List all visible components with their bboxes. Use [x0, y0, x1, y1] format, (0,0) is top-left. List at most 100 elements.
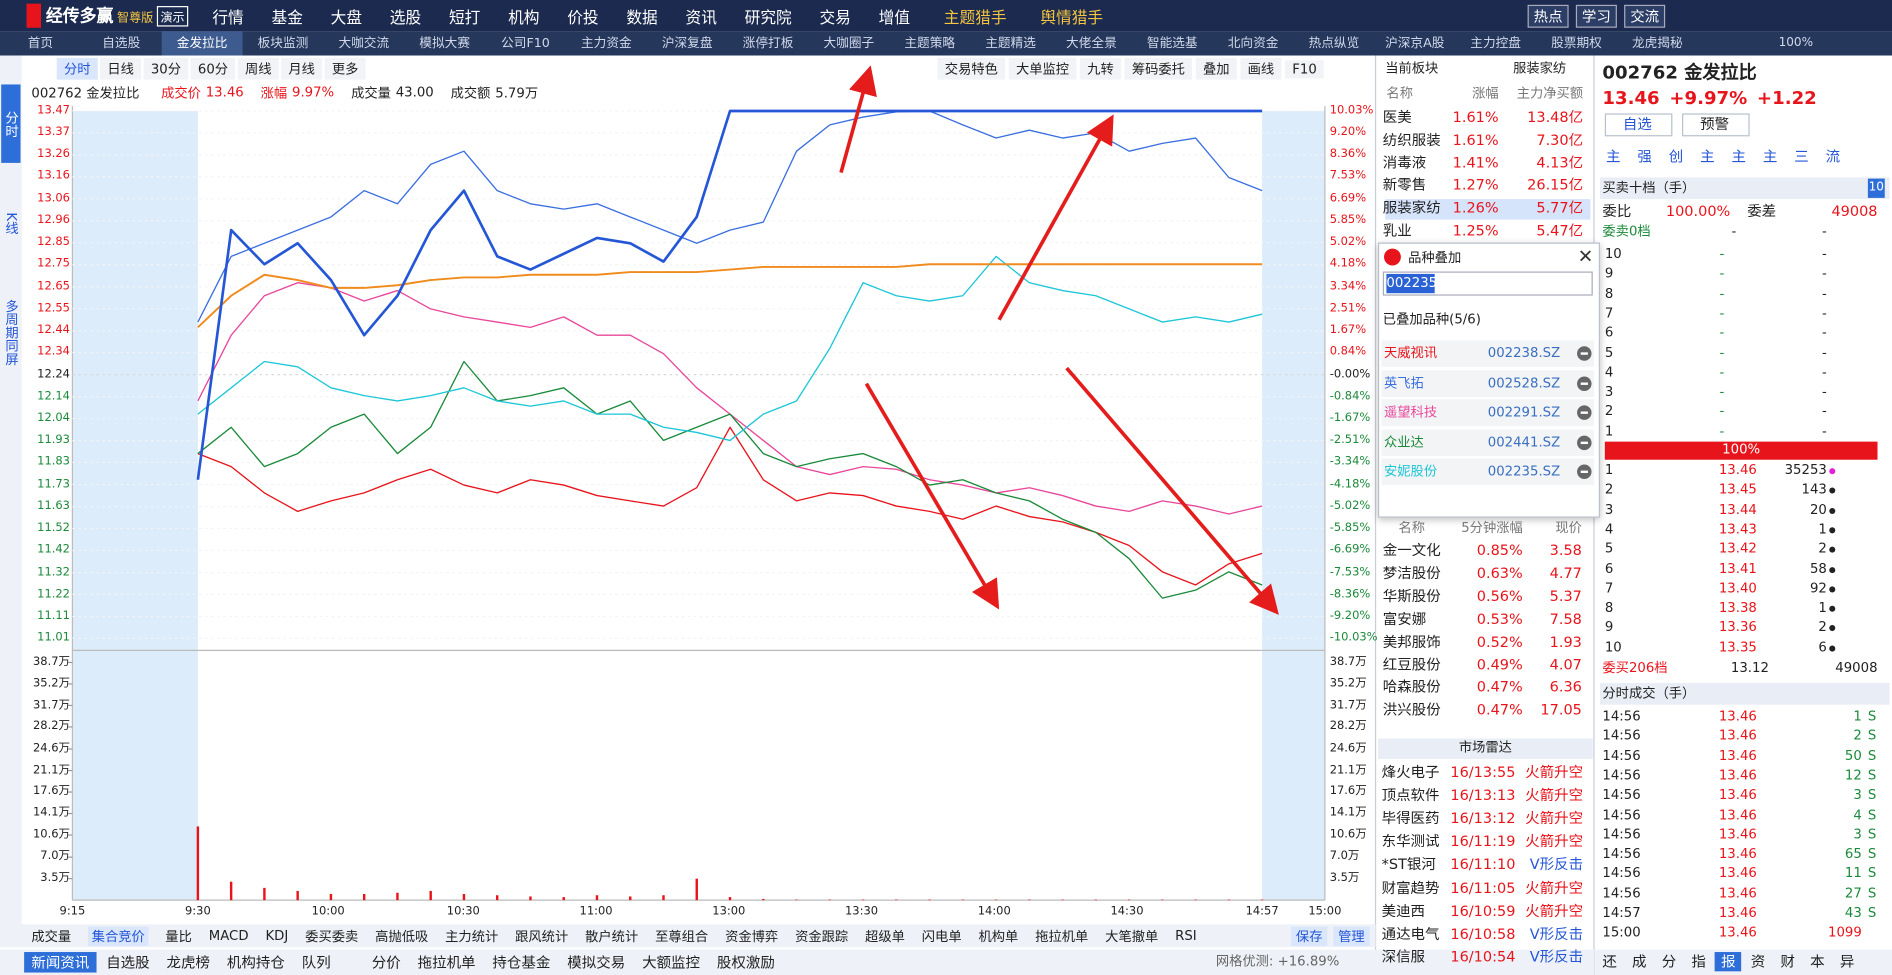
tool-button[interactable]: 画线	[1240, 57, 1282, 80]
tab[interactable]: 沪深复盘	[661, 36, 713, 51]
side-tab[interactable]: 分时	[1, 84, 21, 163]
period-button[interactable]: 日线	[100, 57, 142, 80]
tab[interactable]: 热点纵览	[1308, 36, 1360, 51]
period-button[interactable]: 60分	[190, 57, 236, 80]
menu-item[interactable]: 增值	[878, 9, 911, 28]
right-tab[interactable]: 财	[1780, 953, 1795, 971]
sector-name[interactable]: 医美	[1382, 108, 1412, 126]
legend-name[interactable]: 英飞拓	[1384, 374, 1424, 391]
tab[interactable]: 股票期权	[1551, 36, 1602, 51]
right-tab[interactable]: 分	[1661, 953, 1677, 971]
tag[interactable]: 主	[1762, 148, 1778, 166]
tool-button[interactable]: 筹码委托	[1124, 57, 1193, 80]
radar-stock[interactable]: 财富趋势	[1381, 879, 1440, 896]
demo-badge[interactable]: 演示	[156, 5, 189, 26]
legend-name[interactable]: 遥望科技	[1384, 404, 1438, 420]
legend-name[interactable]: 天威视讯	[1384, 345, 1438, 361]
tab[interactable]: 主力资金	[580, 36, 632, 51]
legend-name[interactable]: 安妮股份	[1384, 463, 1438, 480]
indicator-tab[interactable]: 主力统计	[445, 928, 499, 945]
tag[interactable]: 强	[1637, 148, 1652, 166]
tab[interactable]: 自选股	[102, 36, 141, 51]
menu-item[interactable]: 行情	[212, 9, 244, 28]
bottom-tab[interactable]: 股权激励	[716, 954, 775, 972]
tab[interactable]: 大咖交流	[338, 36, 390, 51]
side-tab[interactable]: 多周期同屏	[3, 298, 20, 366]
tab[interactable]: 主力控盘	[1470, 36, 1521, 51]
radar-stock[interactable]: 通达电气	[1381, 925, 1440, 943]
stock-name[interactable]: 美邦服饰	[1382, 632, 1441, 650]
tab[interactable]: 大咖圈子	[823, 36, 875, 51]
indicator-tab[interactable]: RSI	[1175, 927, 1197, 944]
remove-button[interactable]	[1577, 346, 1592, 361]
sector-name[interactable]: 纺织服装	[1382, 131, 1441, 149]
period-button[interactable]: 30分	[143, 57, 189, 80]
tool-button[interactable]: 大单监控	[1008, 57, 1077, 80]
indicator-tab[interactable]: 超级单	[865, 928, 905, 945]
search-input[interactable]: 002235	[1382, 271, 1593, 296]
bottom-tab[interactable]: 大额监控	[642, 954, 701, 972]
indicator-tab[interactable]: MACD	[208, 927, 249, 944]
indicator-tab[interactable]: 拖拉机单	[1035, 928, 1089, 945]
action-button[interactable]: 预警	[1682, 113, 1750, 137]
period-button[interactable]: 月线	[281, 57, 323, 80]
stock-name[interactable]: 红豆股份	[1382, 655, 1441, 673]
indicator-tab[interactable]: 至尊组合	[655, 928, 709, 945]
menu-button[interactable]: 交流	[1624, 4, 1666, 28]
indicator-action[interactable]: 管理	[1333, 926, 1370, 946]
tab[interactable]: 龙虎揭秘	[1631, 36, 1683, 51]
indicator-action[interactable]: 保存	[1291, 926, 1328, 946]
stock-name[interactable]: 梦洁股份	[1382, 564, 1441, 582]
remove-button[interactable]	[1577, 434, 1592, 450]
indicator-tab[interactable]: 成交量	[31, 928, 72, 945]
tool-button[interactable]: F10	[1285, 59, 1325, 78]
indicator-tab[interactable]: 量比	[165, 928, 192, 945]
right-tab[interactable]: 本	[1810, 953, 1825, 971]
menu-item[interactable]: 短打	[448, 9, 481, 28]
side-tab[interactable]: K线	[3, 212, 20, 235]
tag[interactable]: 三	[1794, 148, 1809, 166]
bottom-tab[interactable]: 新闻资讯	[24, 952, 97, 973]
tag[interactable]: 主	[1700, 148, 1715, 166]
menu-item[interactable]: 交易	[819, 9, 851, 28]
tool-button[interactable]: 九转	[1079, 57, 1121, 80]
bottom-tab[interactable]: 自选股	[106, 954, 150, 972]
indicator-tab[interactable]: 集合竞价	[88, 926, 149, 946]
stock-name[interactable]: 金一文化	[1382, 541, 1441, 559]
radar-stock[interactable]: 毕得医药	[1381, 809, 1440, 827]
period-button[interactable]: 周线	[237, 57, 279, 80]
tab[interactable]: 北向资金	[1227, 36, 1279, 51]
tag[interactable]: 主	[1606, 148, 1621, 166]
legend-name[interactable]: 众业达	[1384, 433, 1424, 450]
tag[interactable]: 主	[1731, 148, 1746, 166]
right-tab[interactable]: 还	[1602, 953, 1617, 971]
menu-item[interactable]: 选股	[389, 9, 422, 28]
stock-name[interactable]: 华斯股份	[1382, 587, 1441, 605]
menu-item[interactable]: 基金	[271, 9, 303, 28]
menu-item[interactable]: 机构	[508, 9, 540, 28]
stock-name[interactable]: 洪兴股份	[1382, 701, 1441, 719]
period-button[interactable]: 分时	[56, 57, 98, 80]
stock-name[interactable]: 富安娜	[1382, 610, 1427, 628]
bottom-tab[interactable]: 拖拉机单	[417, 954, 476, 972]
sector-name[interactable]: 新零售	[1382, 176, 1427, 194]
bottom-tab[interactable]: 机构持仓	[226, 954, 285, 972]
tag[interactable]: 创	[1668, 148, 1684, 166]
menu-item[interactable]: 研究院	[744, 9, 792, 28]
indicator-tab[interactable]: 委买委卖	[305, 928, 359, 945]
action-button[interactable]: 自选	[1604, 113, 1673, 137]
bottom-tab[interactable]: 分价	[371, 954, 401, 972]
menu-item[interactable]: 舆情猎手	[1040, 9, 1104, 28]
tab[interactable]: 金发拉比	[161, 31, 243, 56]
tool-button[interactable]: 交易特色	[937, 57, 1006, 80]
remove-button[interactable]	[1577, 375, 1592, 391]
sector-name[interactable]: 消毒液	[1382, 153, 1427, 171]
tab[interactable]: 大佬全景	[1066, 36, 1117, 51]
tag[interactable]: 流	[1825, 148, 1841, 166]
menu-button[interactable]: 学习	[1575, 4, 1617, 28]
period-button[interactable]: 更多	[324, 57, 366, 80]
indicator-tab[interactable]: 跟风统计	[515, 928, 569, 945]
menu-item[interactable]: 价投	[567, 9, 599, 28]
bottom-tab[interactable]: 模拟交易	[567, 954, 626, 972]
remove-button[interactable]	[1577, 464, 1592, 480]
